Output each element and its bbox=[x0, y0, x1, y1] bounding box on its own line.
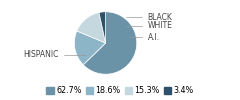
Wedge shape bbox=[99, 12, 106, 43]
Text: A.I.: A.I. bbox=[130, 33, 160, 42]
Text: WHITE: WHITE bbox=[126, 21, 173, 30]
Text: BLACK: BLACK bbox=[126, 13, 173, 22]
Legend: 62.7%, 18.6%, 15.3%, 3.4%: 62.7%, 18.6%, 15.3%, 3.4% bbox=[46, 85, 194, 96]
Wedge shape bbox=[77, 12, 106, 43]
Text: HISPANIC: HISPANIC bbox=[23, 50, 86, 59]
Wedge shape bbox=[74, 31, 106, 65]
Wedge shape bbox=[83, 12, 137, 74]
